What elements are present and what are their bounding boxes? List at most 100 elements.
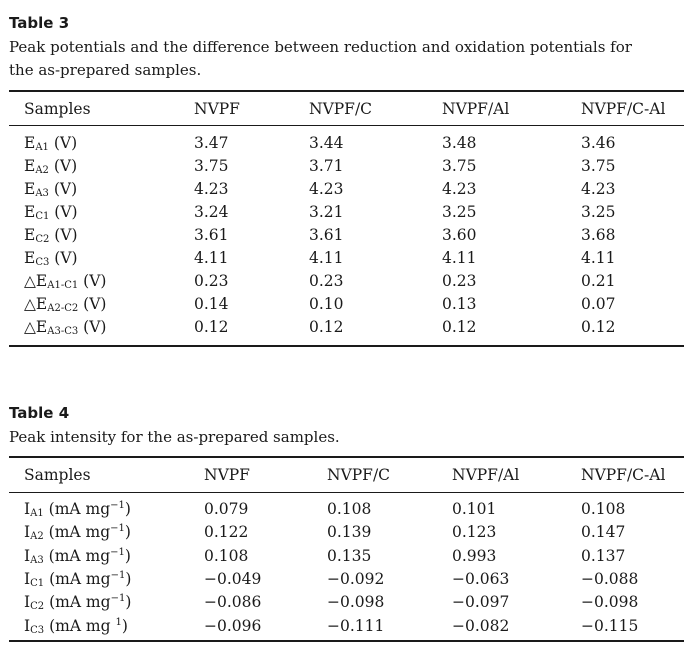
table4-cell: 0.079 <box>204 500 249 518</box>
table4-cell: 0.108 <box>581 500 626 518</box>
label-symbol: I <box>24 593 31 612</box>
table3-cell: 0.12 <box>581 318 616 336</box>
label-unit-close: ) <box>124 500 131 518</box>
table3-cell: 3.75 <box>442 157 477 175</box>
table3-cell: 3.60 <box>442 226 477 244</box>
table3-row-label: EC1 (V) <box>24 201 78 224</box>
table3-cell: 0.12 <box>194 318 229 336</box>
table3-row-label: △EA1-C1 (V) <box>24 270 106 293</box>
table3-row: EA1 (V) 3.47 3.44 3.48 3.46 <box>9 132 684 155</box>
table3-caption-line1: Peak potentials and the difference betwe… <box>9 38 632 56</box>
table4-cell: −0.086 <box>204 593 262 612</box>
table4-row: IA3 (mA mg−1) 0.108 0.135 0.993 0.137 <box>9 545 684 568</box>
table4-row: IA1 (mA mg−1) 0.079 0.108 0.101 0.108 <box>9 498 684 521</box>
table3-cell: 3.44 <box>309 134 344 152</box>
table4-cell: 0.137 <box>581 546 626 565</box>
label-unit-close: ) <box>124 523 131 542</box>
table3-row: EC3 (V) 4.11 4.11 4.11 4.11 <box>9 247 684 270</box>
table4-cell: 0.108 <box>327 500 372 518</box>
table4-row: IC3 (mA mg 1) −0.096 −0.111 −0.082 −0.115 <box>9 615 684 638</box>
table4-title: Table 4 <box>9 404 70 422</box>
table3-cell: 0.12 <box>442 318 477 336</box>
label-symbol: I <box>24 500 31 518</box>
table4-row-label: IC1 (mA mg−1) <box>24 568 131 591</box>
label-superscript: −1 <box>110 593 126 605</box>
table3-cell: 3.75 <box>194 157 229 175</box>
table3-cell: 3.46 <box>581 134 616 152</box>
label-subscript: C2 <box>30 601 45 613</box>
table4-cell: −0.098 <box>581 593 639 612</box>
table4-header-nvpf-c: NVPF/C <box>327 466 391 484</box>
table3-cell: 3.61 <box>309 226 344 244</box>
table3-cell: 4.23 <box>194 180 229 198</box>
table3-cell: 3.21 <box>309 203 344 221</box>
label-subscript: A2-C2 <box>47 303 79 314</box>
table4-cell: 0.139 <box>327 523 372 542</box>
table3-cell: 3.75 <box>581 157 616 175</box>
table4-bottom-rule <box>9 640 684 642</box>
label-subscript: A3-C3 <box>47 326 79 337</box>
label-unit: (mA mg <box>44 616 116 635</box>
table4-row-label: IC3 (mA mg 1) <box>24 615 128 638</box>
table4-top-rule <box>9 456 684 458</box>
label-symbol: E <box>24 157 36 175</box>
table4-header-nvpf-al: NVPF/Al <box>452 466 520 484</box>
label-symbol: △E <box>24 272 48 290</box>
label-unit: (V) <box>78 272 107 290</box>
label-unit: (V) <box>49 203 78 221</box>
table3-header-nvpf-c-al: NVPF/C-Al <box>581 100 666 118</box>
label-superscript: −1 <box>110 500 125 511</box>
table3-cell: 4.23 <box>442 180 477 198</box>
table3-row: △EA3-C3 (V) 0.12 0.12 0.12 0.12 <box>9 316 684 339</box>
table3-top-rule <box>9 90 684 92</box>
label-subscript: A1 <box>35 142 49 153</box>
table4-cell: −0.111 <box>327 616 385 635</box>
table4-header-nvpf-c-al: NVPF/C-Al <box>581 466 666 484</box>
label-subscript: C2 <box>35 234 50 245</box>
label-subscript: A2 <box>30 531 44 543</box>
table3-row-label: EC3 (V) <box>24 247 78 270</box>
table3-header-samples: Samples <box>24 100 91 118</box>
table3-cell: 0.23 <box>309 272 344 290</box>
label-unit-close: ) <box>125 593 132 612</box>
table4-row-label: IC2 (mA mg−1) <box>24 591 131 614</box>
table3-row-label: EA3 (V) <box>24 178 77 201</box>
table4-cell: 0.101 <box>452 500 497 518</box>
table4-cell: −0.049 <box>204 569 262 588</box>
table4-row: IA2 (mA mg−1) 0.122 0.139 0.123 0.147 <box>9 521 684 544</box>
table3-cell: 0.10 <box>309 295 344 313</box>
table3-header-row: Samples NVPF NVPF/C NVPF/Al NVPF/C-Al <box>9 98 684 121</box>
table3-cell: 3.48 <box>442 134 477 152</box>
table3-header-rule <box>9 125 684 126</box>
table4-header-samples: Samples <box>24 466 91 484</box>
label-unit: (V) <box>49 249 78 267</box>
label-subscript: C3 <box>30 624 45 636</box>
table3-cell: 4.23 <box>309 180 344 198</box>
label-symbol: E <box>24 180 36 198</box>
table3-cell: 3.47 <box>194 134 229 152</box>
table4-cell: −0.092 <box>327 569 385 588</box>
table3-row-label: EA1 (V) <box>24 132 77 155</box>
table3-cell: 0.07 <box>581 295 616 313</box>
table3-cell: 3.61 <box>194 226 229 244</box>
table3-row-label: △EA2-C2 (V) <box>24 293 106 316</box>
table4-row: IC1 (mA mg−1) −0.049 −0.092 −0.063 −0.088 <box>9 568 684 591</box>
table3-row: △EA1-C1 (V) 0.23 0.23 0.23 0.21 <box>9 270 684 293</box>
table4-cell: 0.108 <box>204 546 249 565</box>
label-symbol: E <box>24 203 36 221</box>
table4-cell: −0.096 <box>204 616 262 635</box>
table3-bottom-rule <box>9 345 684 347</box>
label-unit: (mA mg <box>44 593 111 612</box>
table3-row: EA3 (V) 4.23 4.23 4.23 4.23 <box>9 178 684 201</box>
label-unit: (V) <box>78 318 107 336</box>
label-unit: (V) <box>48 134 78 152</box>
table3-header-nvpf: NVPF <box>194 100 240 118</box>
label-superscript: −1 <box>110 523 125 535</box>
label-symbol: △E <box>24 295 48 313</box>
label-symbol: I <box>24 569 31 588</box>
label-unit: (mA mg <box>43 523 111 542</box>
table3-cell: 0.21 <box>581 272 616 290</box>
table3-row-label: EC2 (V) <box>24 224 78 247</box>
table4-header-nvpf: NVPF <box>204 466 250 484</box>
label-symbol: △E <box>24 318 48 336</box>
